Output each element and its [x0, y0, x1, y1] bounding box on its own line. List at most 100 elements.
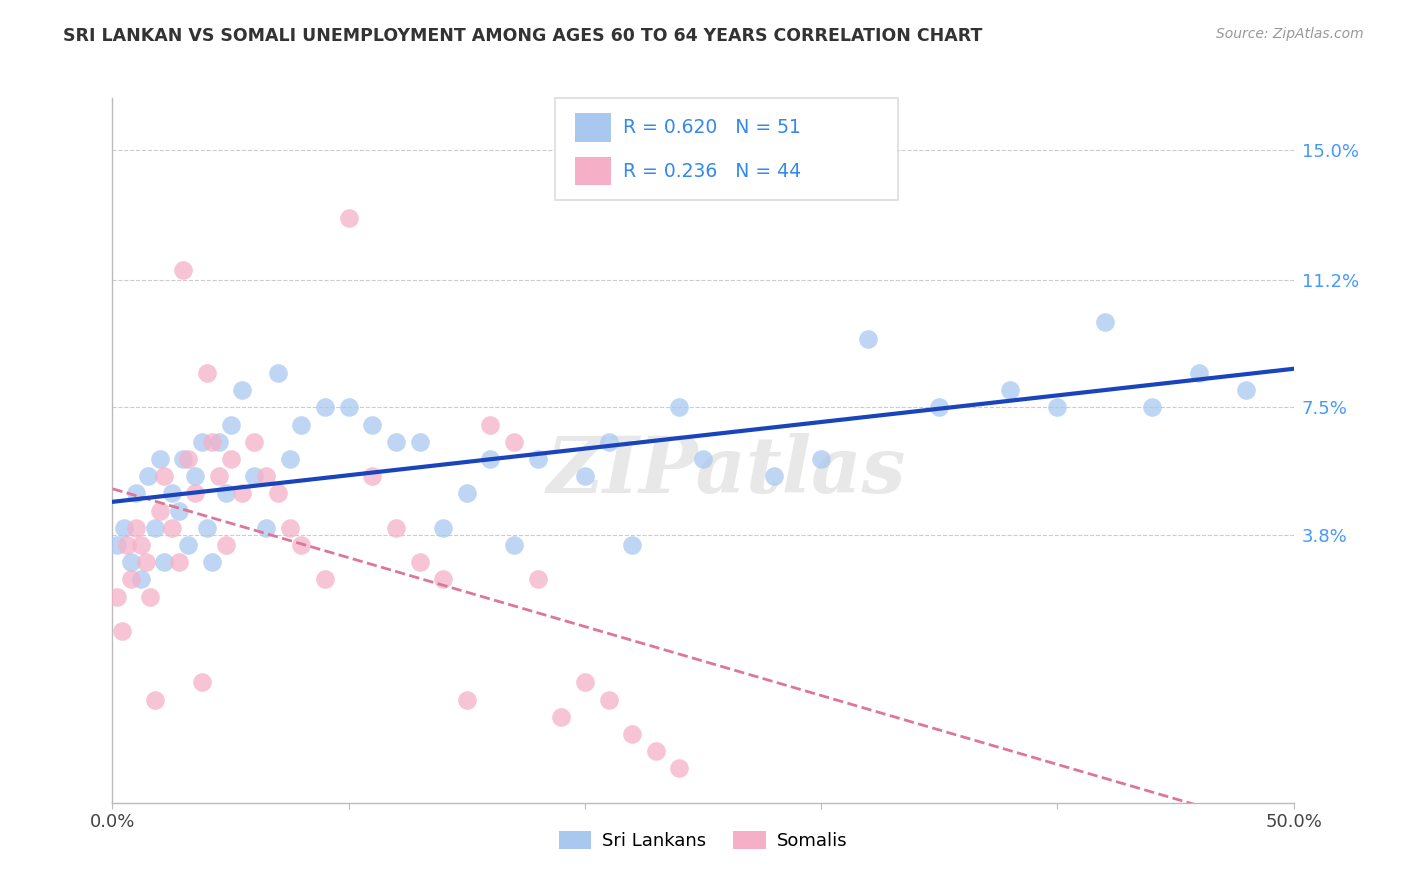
Point	[456, 486, 478, 500]
Point	[598, 434, 620, 449]
Text: ZIPatlas: ZIPatlas	[547, 434, 907, 510]
Point	[503, 538, 526, 552]
Point	[149, 503, 172, 517]
Point	[668, 401, 690, 415]
Point	[1094, 314, 1116, 328]
Point	[290, 538, 312, 552]
Point	[195, 521, 218, 535]
Point	[432, 573, 454, 587]
Point	[136, 469, 159, 483]
Point	[314, 573, 336, 587]
Point	[105, 590, 128, 604]
Point	[208, 469, 231, 483]
Point	[267, 366, 290, 380]
Point	[526, 573, 548, 587]
Point	[201, 434, 224, 449]
Point	[143, 521, 166, 535]
Point	[290, 417, 312, 432]
Point	[621, 538, 644, 552]
Point	[858, 332, 880, 346]
Point	[1188, 366, 1211, 380]
Point	[167, 555, 190, 569]
Point	[692, 452, 714, 467]
Point	[167, 503, 190, 517]
Point	[1234, 384, 1257, 398]
Point	[195, 366, 218, 380]
Point	[129, 573, 152, 587]
Point	[201, 555, 224, 569]
Point	[143, 692, 166, 706]
Legend: Sri Lankans, Somalis: Sri Lankans, Somalis	[551, 823, 855, 857]
Point	[120, 555, 142, 569]
Point	[408, 434, 430, 449]
Point	[432, 521, 454, 535]
Point	[550, 710, 572, 724]
Point	[172, 452, 194, 467]
Point	[135, 555, 157, 569]
Point	[1046, 401, 1069, 415]
Point	[1140, 401, 1163, 415]
Point	[191, 675, 214, 690]
Point	[191, 434, 214, 449]
Point	[337, 401, 360, 415]
Text: Source: ZipAtlas.com: Source: ZipAtlas.com	[1216, 27, 1364, 41]
Point	[254, 521, 277, 535]
FancyBboxPatch shape	[555, 98, 898, 201]
Point	[219, 452, 242, 467]
Point	[574, 675, 596, 690]
Point	[125, 486, 148, 500]
Point	[278, 521, 301, 535]
Point	[361, 469, 384, 483]
Point	[526, 452, 548, 467]
Point	[998, 384, 1021, 398]
Point	[456, 692, 478, 706]
Point	[129, 538, 152, 552]
Point	[219, 417, 242, 432]
Point	[184, 469, 207, 483]
Point	[408, 555, 430, 569]
Point	[278, 452, 301, 467]
Point	[928, 401, 950, 415]
Point	[125, 521, 148, 535]
Point	[177, 452, 200, 467]
Point	[385, 434, 408, 449]
Point	[208, 434, 231, 449]
Point	[160, 521, 183, 535]
Text: R = 0.236   N = 44: R = 0.236 N = 44	[623, 161, 801, 180]
Point	[598, 692, 620, 706]
Point	[139, 590, 162, 604]
Point	[105, 538, 128, 552]
Point	[215, 486, 238, 500]
Point	[479, 452, 502, 467]
Point	[160, 486, 183, 500]
Point	[254, 469, 277, 483]
Point	[503, 434, 526, 449]
Point	[267, 486, 290, 500]
Point	[120, 573, 142, 587]
Point	[215, 538, 238, 552]
Point	[111, 624, 134, 638]
Point	[231, 384, 253, 398]
Point	[177, 538, 200, 552]
Point	[337, 211, 360, 226]
Point	[479, 417, 502, 432]
Point	[644, 744, 666, 758]
Point	[115, 538, 138, 552]
Point	[243, 434, 266, 449]
Point	[361, 417, 384, 432]
Point	[314, 401, 336, 415]
Point	[184, 486, 207, 500]
Point	[149, 452, 172, 467]
Point	[153, 469, 176, 483]
Point	[621, 727, 644, 741]
Point	[231, 486, 253, 500]
Point	[762, 469, 785, 483]
Point	[243, 469, 266, 483]
Point	[668, 761, 690, 775]
Point	[153, 555, 176, 569]
Point	[172, 263, 194, 277]
Point	[574, 469, 596, 483]
FancyBboxPatch shape	[575, 157, 610, 186]
FancyBboxPatch shape	[575, 113, 610, 142]
Text: R = 0.620   N = 51: R = 0.620 N = 51	[623, 118, 800, 136]
